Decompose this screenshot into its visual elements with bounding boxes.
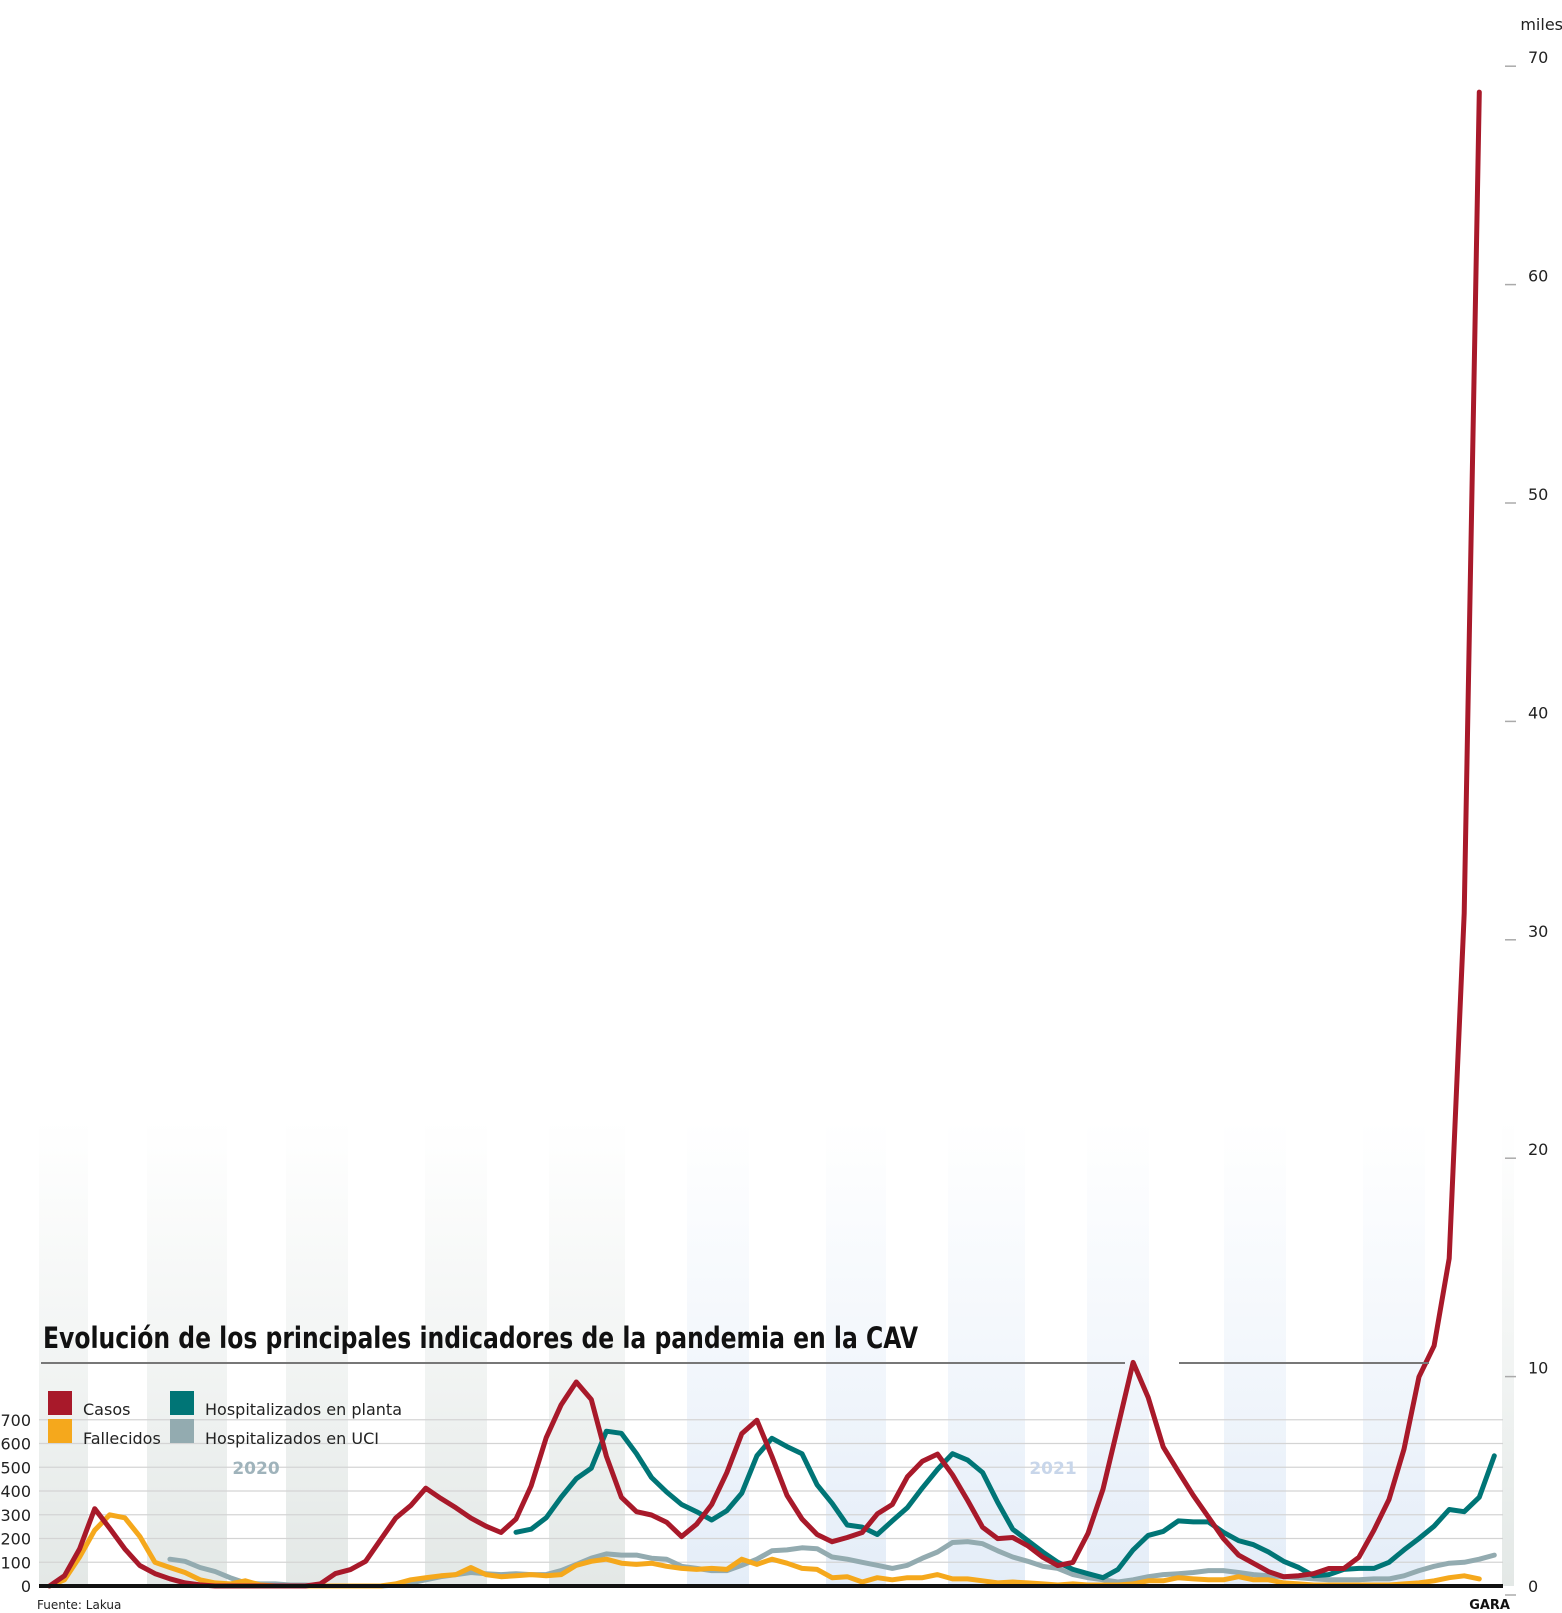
brand-logo: GARA <box>1469 1598 1510 1613</box>
left-tick-label: 400 <box>0 1482 31 1501</box>
left-axis: 0 100 200 300 400 500 600 700 <box>0 1411 31 1596</box>
right-tick-label: 20 <box>1528 1140 1548 1159</box>
right-tick-label: 70 <box>1528 48 1548 67</box>
legend-item-casos: Casos <box>48 1391 130 1419</box>
right-tick-label: 30 <box>1528 922 1548 941</box>
legend-label: Casos <box>83 1400 130 1419</box>
legend-swatch <box>170 1391 194 1415</box>
legend-item-fallecidos: Fallecidos <box>48 1419 161 1448</box>
month-band <box>1363 1120 1425 1586</box>
left-tick-label: 200 <box>0 1530 31 1549</box>
month-band <box>286 1120 348 1586</box>
month-band <box>39 1120 88 1586</box>
month-band <box>1502 1120 1514 1586</box>
right-axis-unit: miles <box>1520 15 1562 34</box>
right-axis: 0 10 20 30 40 50 60 70 <box>1505 48 1548 1596</box>
month-band <box>948 1120 1025 1586</box>
legend-item-uci: Hospitalizados en UCI <box>170 1419 379 1448</box>
right-tick-label: 40 <box>1528 703 1548 722</box>
source-note: Fuente: Lakua <box>37 1598 121 1612</box>
left-tick-label: 600 <box>0 1435 31 1454</box>
left-tick-label: 700 <box>0 1411 31 1430</box>
year-label-2020: 2020 <box>232 1459 279 1479</box>
left-tick-label: 300 <box>0 1506 31 1525</box>
month-band <box>687 1120 749 1586</box>
right-tick-label: 10 <box>1528 1359 1548 1378</box>
chart-title: Evolución de los principales indicadores… <box>43 1321 918 1355</box>
month-band <box>1224 1120 1286 1586</box>
left-tick-label: 100 <box>0 1553 31 1572</box>
right-tick-label: 50 <box>1528 485 1548 504</box>
legend-swatch <box>170 1419 194 1443</box>
legend-swatch <box>48 1419 72 1443</box>
series-line-hospitalizados-en-planta <box>513 1428 1497 1581</box>
left-tick-label: 500 <box>0 1458 31 1477</box>
left-tick-label: 0 <box>21 1577 31 1596</box>
legend-swatch <box>48 1391 72 1415</box>
month-band <box>147 1120 227 1586</box>
legend-label: Hospitalizados en UCI <box>205 1429 379 1448</box>
legend-label: Fallecidos <box>83 1429 161 1448</box>
gridlines <box>39 1419 1503 1563</box>
right-tick-label: 60 <box>1528 267 1548 286</box>
legend-item-planta: Hospitalizados en planta <box>170 1391 402 1419</box>
legend: Casos Fallecidos Hospitalizados en plant… <box>48 1391 402 1448</box>
month-band <box>549 1120 625 1586</box>
right-tick-label: 0 <box>1528 1577 1538 1596</box>
year-label-2021: 2021 <box>1029 1459 1076 1479</box>
legend-label: Hospitalizados en planta <box>205 1400 402 1419</box>
month-bands <box>39 1120 1514 1586</box>
